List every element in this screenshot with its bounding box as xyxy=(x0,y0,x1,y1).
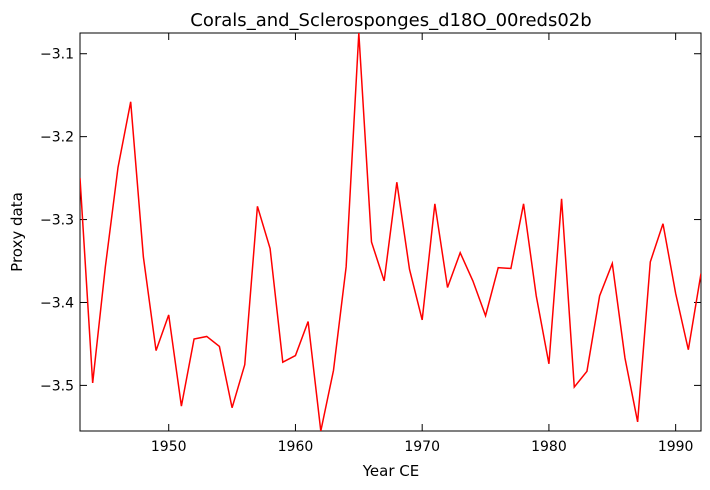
y-tick-label: −3.2 xyxy=(40,130,74,146)
plot-frame xyxy=(79,32,702,432)
y-tick-label: −3.1 xyxy=(40,47,74,63)
x-axis-label: Year CE xyxy=(362,462,419,480)
x-tick-label: 1960 xyxy=(278,439,314,455)
x-axis: 1950 1960 1970 1980 1990 xyxy=(151,33,694,455)
x-tick-label: 1950 xyxy=(151,439,187,455)
y-tick-label: −3.3 xyxy=(40,213,74,229)
y-tick-label: −3.4 xyxy=(40,295,74,311)
x-tick-label: 1980 xyxy=(531,439,567,455)
y-tick-label: −3.5 xyxy=(40,378,74,394)
y-axis: −3.1 −3.2 −3.3 −3.4 −3.5 xyxy=(40,47,701,394)
chart-title: Corals_and_Sclerosponges_d18O_00reds02b xyxy=(190,10,591,31)
y-axis-label: Proxy data xyxy=(8,192,26,272)
x-tick-label: 1970 xyxy=(404,439,440,455)
plot-area: 1950 1960 1970 1980 1990 −3.1−3.2−3.3−3.4−3.… xyxy=(40,32,702,455)
series-line xyxy=(80,33,701,431)
x-tick-label: 1990 xyxy=(658,439,694,455)
